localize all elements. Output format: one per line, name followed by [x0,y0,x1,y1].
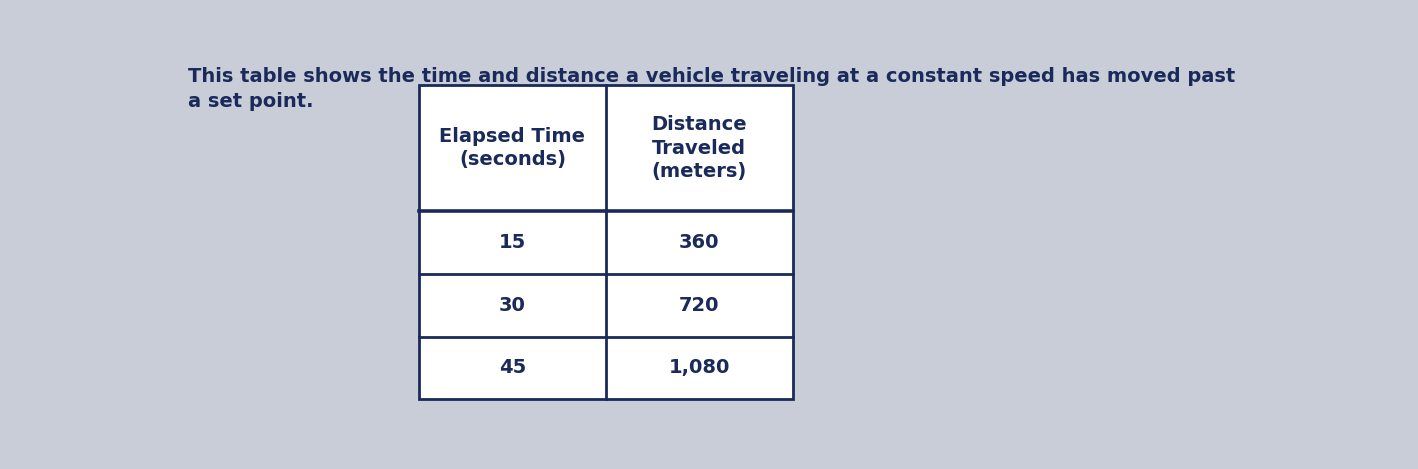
Bar [420,85,793,400]
Text: 1,080: 1,080 [668,358,730,378]
Text: Elapsed Time
(seconds): Elapsed Time (seconds) [440,127,586,169]
Text: 30: 30 [499,295,526,315]
Text: Distance
Traveled
(meters): Distance Traveled (meters) [651,115,747,181]
Text: 720: 720 [679,295,719,315]
Text: This table shows the time and distance a vehicle traveling at a constant speed h: This table shows the time and distance a… [189,67,1235,111]
Text: 15: 15 [499,233,526,252]
Text: 360: 360 [679,233,719,252]
Text: 45: 45 [499,358,526,378]
